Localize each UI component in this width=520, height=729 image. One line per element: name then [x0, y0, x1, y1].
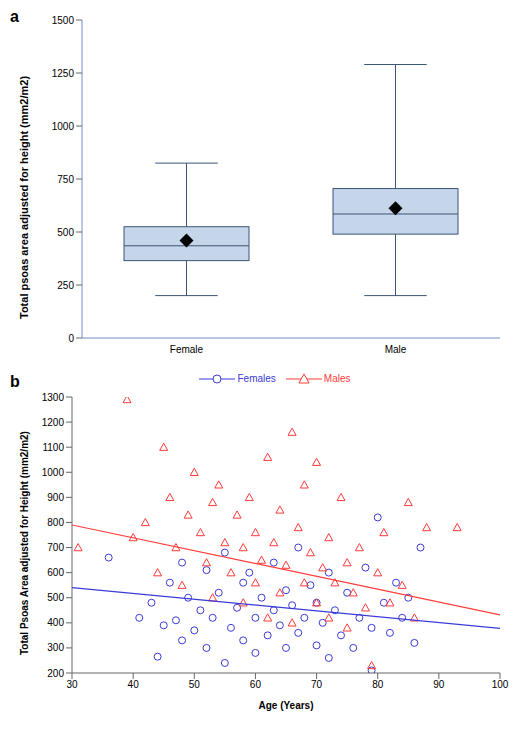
- svg-text:600: 600: [47, 567, 64, 578]
- html-text:Males: Males: [323, 373, 351, 384]
- svg-text:100: 100: [492, 679, 509, 690]
- svg-text:1200: 1200: [42, 417, 65, 428]
- svg-text:500: 500: [57, 227, 74, 238]
- svg-text:750: 750: [57, 174, 74, 185]
- svg-text:500: 500: [47, 592, 64, 603]
- svg-text:Age (Years): Age (Years): [258, 700, 313, 711]
- svg-text:1500: 1500: [52, 15, 75, 26]
- html-text:Females: Females: [237, 373, 276, 384]
- svg-text:0: 0: [68, 333, 74, 344]
- svg-text:70: 70: [311, 679, 323, 690]
- svg-text:Female: Female: [170, 344, 204, 355]
- svg-text:1300: 1300: [42, 392, 65, 403]
- svg-text:60: 60: [250, 679, 262, 690]
- svg-text:80: 80: [372, 679, 384, 690]
- svg-text:30: 30: [66, 679, 78, 690]
- svg-text:1250: 1250: [52, 68, 75, 79]
- html-text:a: a: [10, 8, 19, 25]
- html-text:b: b: [10, 373, 20, 390]
- svg-text:90: 90: [433, 679, 445, 690]
- svg-text:300: 300: [47, 642, 64, 653]
- svg-text:50: 50: [189, 679, 201, 690]
- svg-text:1000: 1000: [42, 467, 65, 478]
- svg-text:Total psoas area adjusted for: Total psoas area adjusted for height (mm…: [18, 76, 30, 319]
- svg-text:40: 40: [128, 679, 140, 690]
- svg-text:800: 800: [47, 517, 64, 528]
- svg-text:1000: 1000: [52, 121, 75, 132]
- svg-text:250: 250: [57, 280, 74, 291]
- svg-text:Male: Male: [385, 344, 407, 355]
- svg-text:1100: 1100: [42, 442, 64, 453]
- svg-text:Total Psoas Area adjusted for: Total Psoas Area adjusted for Height (mm…: [19, 431, 30, 655]
- svg-text:200: 200: [47, 668, 64, 679]
- svg-text:400: 400: [47, 617, 64, 628]
- svg-text:700: 700: [47, 542, 64, 553]
- svg-text:900: 900: [47, 492, 64, 503]
